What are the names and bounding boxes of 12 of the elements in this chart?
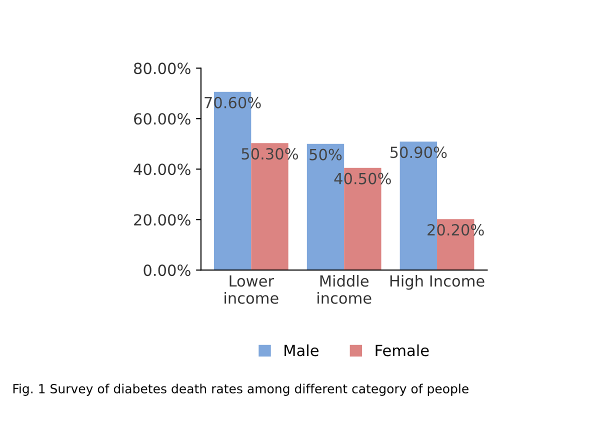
legend-label: Male	[284, 344, 318, 356]
y-tick-label: 0.00%	[144, 264, 190, 276]
x-tick-label: Middle income	[318, 274, 372, 304]
caption: Fig. 1 Survey of diabetes death rates among different category of people	[13, 384, 468, 396]
x-tick-label: Lower income	[224, 275, 278, 304]
y-tick-label: 80.00%	[134, 62, 190, 74]
x-tick-label: High Income	[390, 274, 484, 290]
y-tick-label: 40.00%	[134, 164, 190, 176]
y-tick-label: 60.00%	[134, 113, 190, 125]
legend-label: Female	[376, 344, 429, 356]
y-tick-label: 20.00%	[134, 214, 190, 226]
data-label: 50%	[310, 148, 342, 160]
